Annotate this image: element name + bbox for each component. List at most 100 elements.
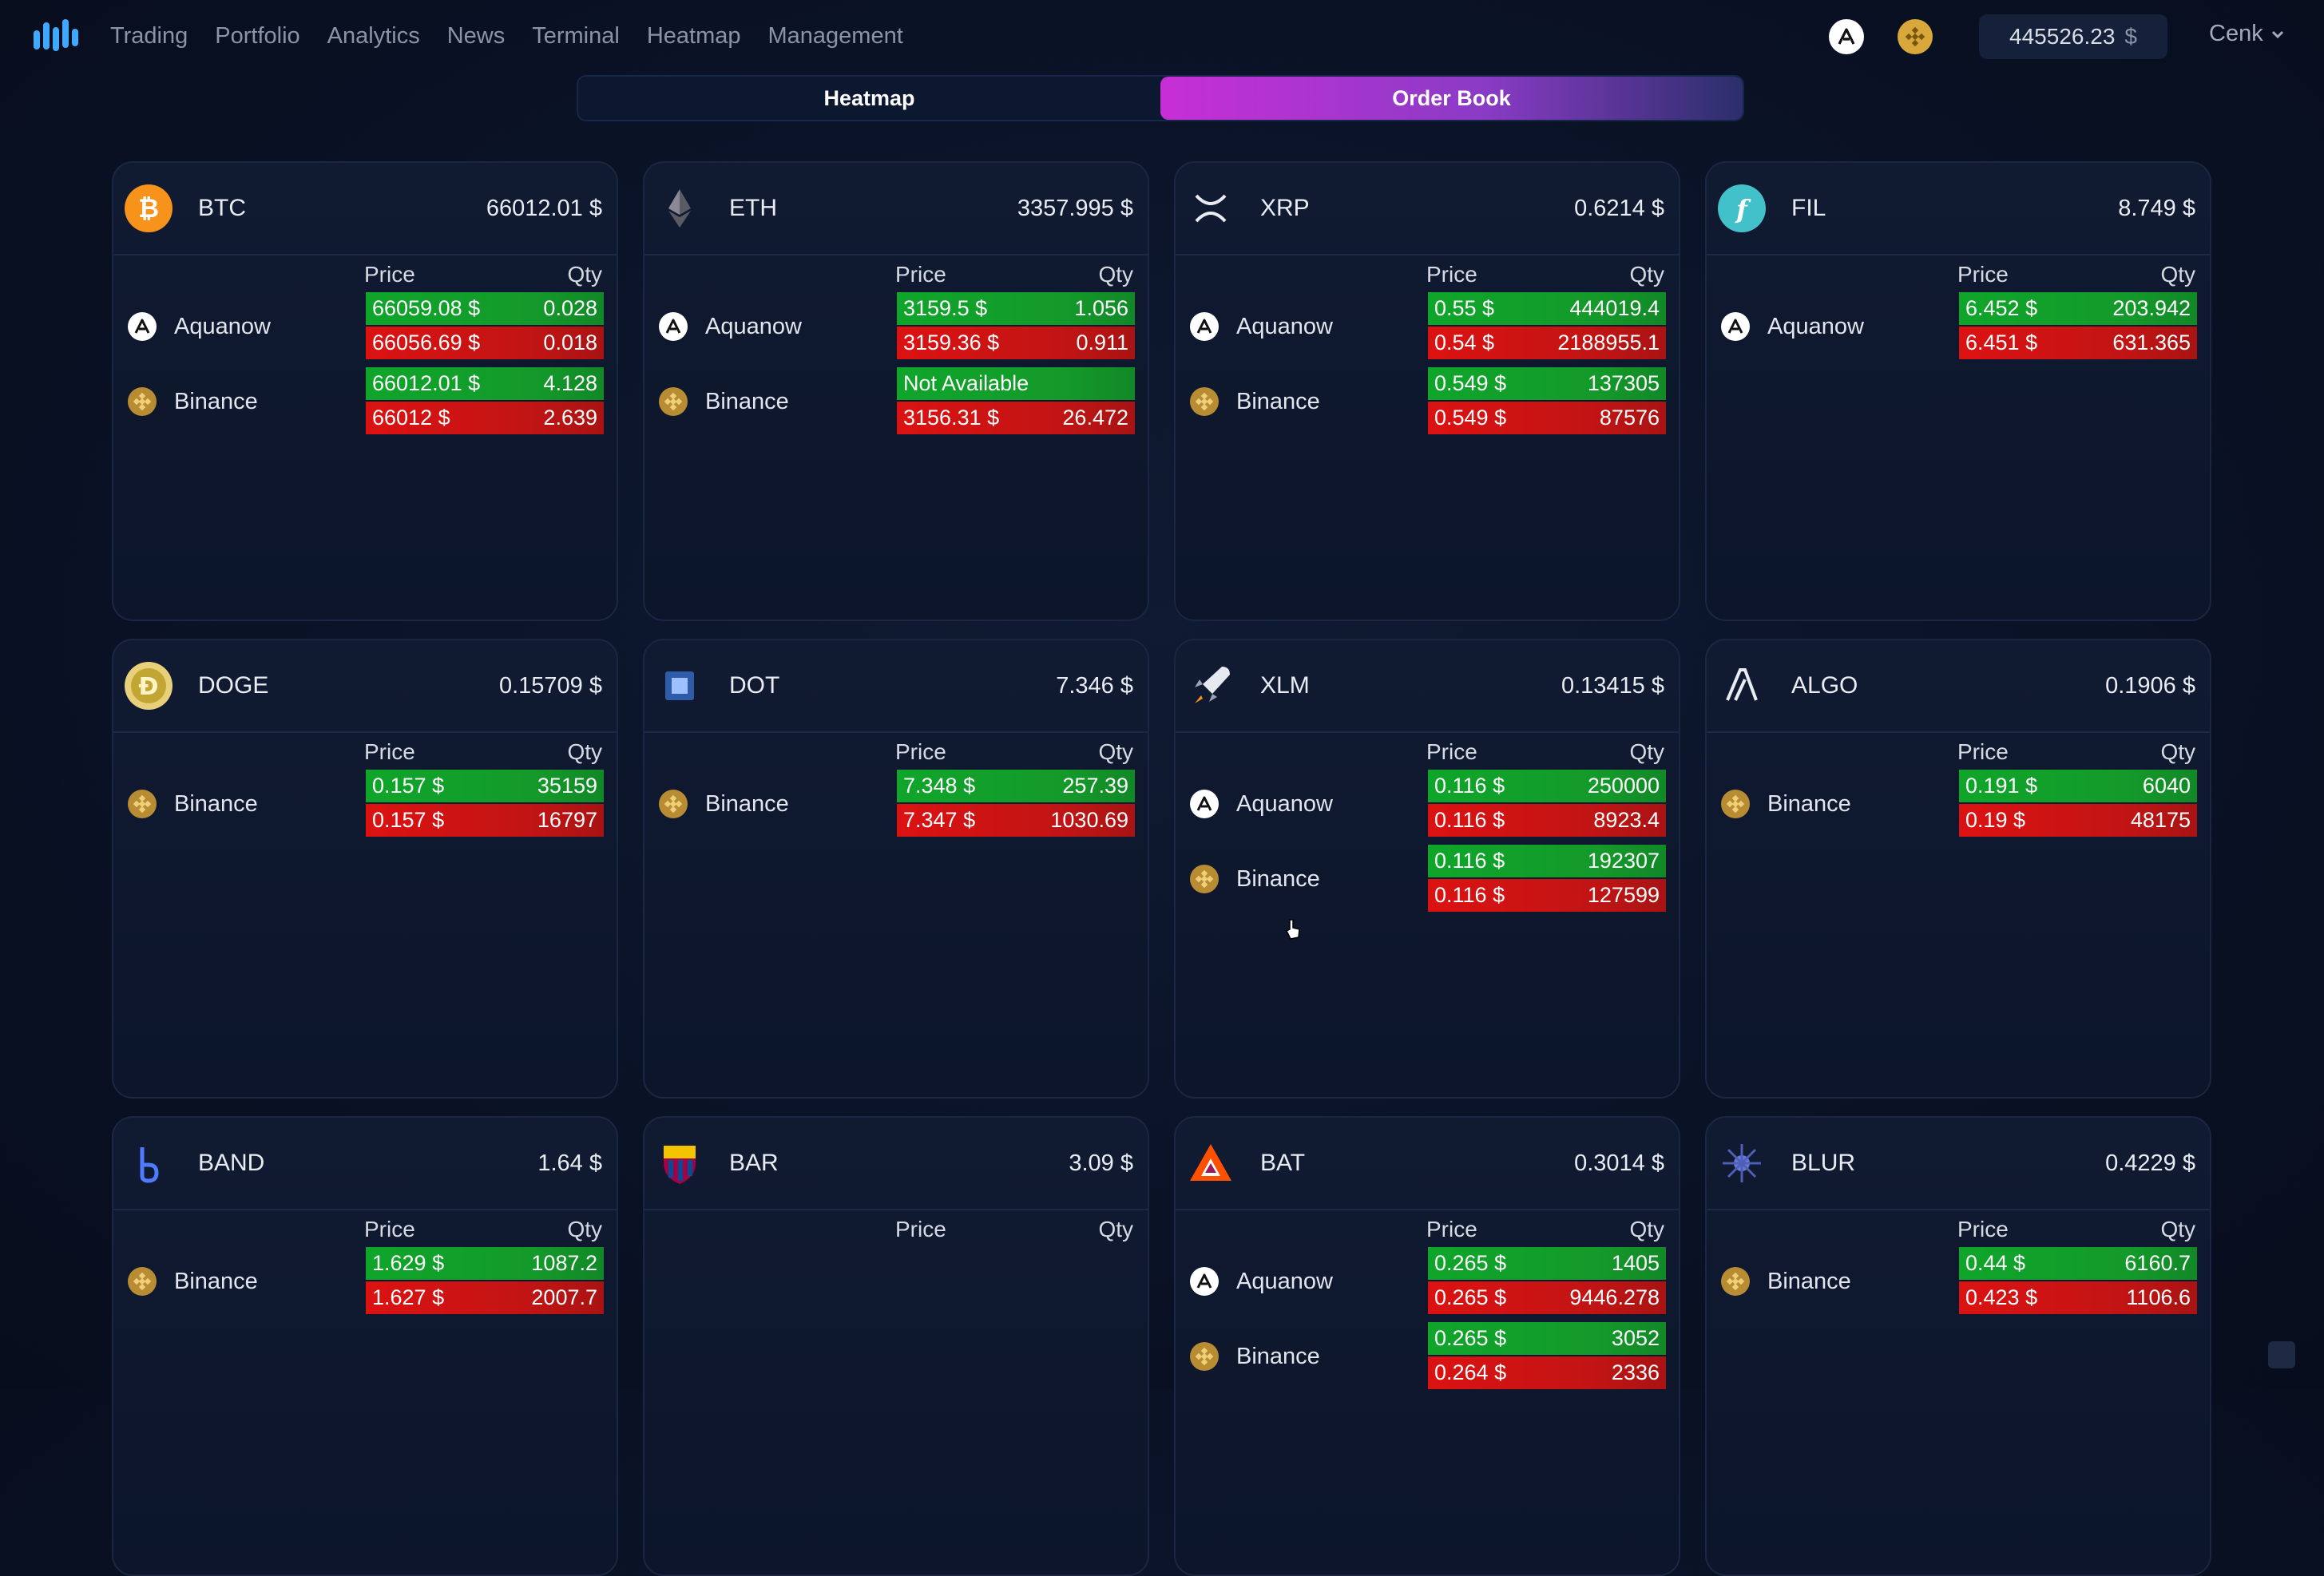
coin-card-fil[interactable]: f FIL 8.749 $ Price Qty Aquanow 6.452 $ 203.942… bbox=[1705, 161, 2211, 621]
price-column-header: Price bbox=[895, 1217, 946, 1241]
user-menu[interactable]: Cenk bbox=[2209, 21, 2284, 47]
bid-quote[interactable]: 3159.5 $ 1.056 bbox=[897, 292, 1135, 325]
svg-text:₿: ₿ bbox=[138, 193, 159, 224]
nav-terminal[interactable]: Terminal bbox=[532, 22, 620, 49]
quotes: 0.265 $ 1405 0.265 $ 9446.278 bbox=[1428, 1245, 1666, 1317]
bid-quote[interactable]: 66012.01 $ 4.128 bbox=[366, 367, 604, 400]
tab-heatmap[interactable]: Heatmap bbox=[823, 85, 915, 110]
coin-card-xlm[interactable]: XLM 0.13415 $ Price Qty Aquanow 0.116 $ 250000… bbox=[1174, 639, 1680, 1099]
coin-card-dot[interactable]: DOT 7.346 $ Price Qty Binance 7.348 $257.39 7.… bbox=[643, 639, 1149, 1099]
coin-card-band[interactable]: BAND 1.64 $ Price Qty Binance 1.629 $1087.2 1.… bbox=[112, 1116, 618, 1576]
exchange-row-binance: Binance 0.265 $ 3052 0.264 $ 2336 bbox=[1176, 1321, 1679, 1392]
price-column-header: Price bbox=[895, 262, 946, 287]
bid-quote[interactable]: 0.549 $ 137305 bbox=[1428, 367, 1666, 400]
ask-quote[interactable]: 0.264 $ 2336 bbox=[1428, 1356, 1666, 1389]
exchange-name: Binance bbox=[1767, 790, 1851, 817]
exchange-name: Binance bbox=[1236, 388, 1320, 414]
coin-card-bat[interactable]: BAT 0.3014 $ Price Qty Aquanow 0.265 $1405 0.2… bbox=[1174, 1116, 1680, 1576]
quotes: 0.116 $ 192307 0.116 $ 127599 bbox=[1428, 843, 1666, 915]
bid-qty: 257.39 bbox=[1062, 774, 1128, 798]
ask-quote[interactable]: 0.423 $ 1106.6 bbox=[1959, 1281, 2197, 1314]
coin-card-header: BAR 3.09 $ bbox=[644, 1118, 1148, 1210]
coin-price: 0.1906 $ bbox=[2105, 672, 2195, 699]
tab-order-book[interactable]: Order Book bbox=[1160, 77, 1743, 120]
qty-column-header: Qty bbox=[567, 739, 602, 764]
exchange-row-binance: Binance 0.191 $ 6040 0.19 $ 48175 bbox=[1707, 768, 2210, 840]
coin-card-xrp[interactable]: XRP 0.6214 $ Price Qty Aquanow 0.55 $ 444019.4… bbox=[1174, 161, 1680, 621]
bid-qty: 0.028 bbox=[543, 296, 597, 320]
coin-price: 0.15709 $ bbox=[498, 672, 602, 699]
bid-quote[interactable]: 7.348 $ 257.39 bbox=[897, 770, 1135, 802]
coin-card-btc[interactable]: ₿ BTC 66012.01 $ Price Qty Aquanow 66059.08 $ 0… bbox=[112, 161, 618, 621]
exchange-row-binance: Binance 7.348 $ 257.39 7.347 $ 1030.69 bbox=[644, 768, 1148, 840]
ask-price: 0.157 $ bbox=[372, 808, 445, 832]
ask-quote[interactable]: 0.265 $ 9446.278 bbox=[1428, 1281, 1666, 1314]
bid-quote[interactable]: 0.55 $ 444019.4 bbox=[1428, 292, 1666, 325]
coin-card-eth[interactable]: ETH 3357.995 $ Price Qty Aquanow 3159.5 $ 1.05… bbox=[643, 161, 1149, 621]
ask-quote[interactable]: 7.347 $ 1030.69 bbox=[897, 804, 1135, 837]
ask-quote[interactable]: 66056.69 $ 0.018 bbox=[366, 327, 604, 359]
order-book-header: Price Qty bbox=[1707, 1210, 2210, 1245]
nav-trading[interactable]: Trading bbox=[110, 22, 188, 49]
ask-qty: 8923.4 bbox=[1593, 808, 1660, 832]
account-balance[interactable]: 445526.23 $ bbox=[1979, 14, 2167, 59]
bid-quote[interactable]: 0.265 $ 3052 bbox=[1428, 1322, 1666, 1355]
bid-quote[interactable]: 0.157 $ 35159 bbox=[366, 770, 604, 802]
coin-card-doge[interactable]: Ð DOGE 0.15709 $ Price Qty Binance 0.157 $ 3515… bbox=[112, 639, 618, 1099]
ask-quote[interactable]: 66012 $ 2.639 bbox=[366, 402, 604, 434]
ask-qty: 2007.7 bbox=[531, 1285, 597, 1309]
exchange-name: Binance bbox=[1236, 1343, 1320, 1369]
price-column-header: Price bbox=[1426, 1217, 1477, 1241]
bid-quote[interactable]: 0.44 $ 6160.7 bbox=[1959, 1247, 2197, 1280]
coin-symbol: DOT bbox=[729, 672, 780, 699]
bid-quote[interactable]: 1.629 $ 1087.2 bbox=[366, 1247, 604, 1280]
ask-quote[interactable]: 0.116 $ 127599 bbox=[1428, 879, 1666, 912]
order-book-header: Price Qty bbox=[113, 733, 617, 768]
ask-quote[interactable]: 1.627 $ 2007.7 bbox=[366, 1281, 604, 1314]
coin-symbol: BAT bbox=[1260, 1150, 1306, 1176]
nav-analytics[interactable]: Analytics bbox=[327, 22, 420, 49]
bid-quote[interactable]: 0.191 $ 6040 bbox=[1959, 770, 2197, 802]
nav-news[interactable]: News bbox=[446, 22, 506, 49]
order-book-header: Price Qty bbox=[644, 255, 1148, 291]
exchange-row-binance: Binance 1.629 $ 1087.2 1.627 $ 2007.7 bbox=[113, 1245, 617, 1317]
bid-qty: 1087.2 bbox=[531, 1251, 597, 1275]
bid-price: 1.629 $ bbox=[372, 1251, 445, 1275]
exchange-row-binance: Binance Not Available 3156.31 $ 26.472 bbox=[644, 366, 1148, 438]
ask-quote[interactable]: 3156.31 $ 26.472 bbox=[897, 402, 1135, 434]
bid-quote[interactable]: Not Available bbox=[897, 367, 1135, 400]
aquanow-exchange-icon[interactable] bbox=[1829, 19, 1864, 54]
binance-icon bbox=[128, 387, 157, 416]
bid-price: 0.44 $ bbox=[1965, 1251, 2026, 1275]
ask-quote[interactable]: 6.451 $ 631.365 bbox=[1959, 327, 2197, 359]
qty-column-header: Qty bbox=[1629, 262, 1664, 287]
coin-card-header: XRP 0.6214 $ bbox=[1176, 163, 1679, 255]
quotes: 1.629 $ 1087.2 1.627 $ 2007.7 bbox=[366, 1245, 604, 1317]
bid-quote[interactable]: 6.452 $ 203.942 bbox=[1959, 292, 2197, 325]
ask-quote[interactable]: 0.549 $ 87576 bbox=[1428, 402, 1666, 434]
app-logo-icon[interactable] bbox=[32, 18, 80, 54]
coin-price: 0.6214 $ bbox=[1574, 195, 1664, 221]
ask-quote[interactable]: 0.19 $ 48175 bbox=[1959, 804, 2197, 837]
ask-quote[interactable]: 3159.36 $ 0.911 bbox=[897, 327, 1135, 359]
nav-management[interactable]: Management bbox=[767, 22, 903, 49]
quotes: 7.348 $ 257.39 7.347 $ 1030.69 bbox=[897, 768, 1135, 840]
band-icon bbox=[125, 1139, 173, 1187]
coin-card-blur[interactable]: BLUR 0.4229 $ Price Qty Binance 0.44 $6160.7 0… bbox=[1705, 1116, 2211, 1576]
coin-card-algo[interactable]: ALGO 0.1906 $ Price Qty Binance 0.191 $6040 0.… bbox=[1705, 639, 2211, 1099]
bid-quote[interactable]: 0.265 $ 1405 bbox=[1428, 1247, 1666, 1280]
ask-quote[interactable]: 0.54 $ 2188955.1 bbox=[1428, 327, 1666, 359]
ask-quote[interactable]: 0.116 $ 8923.4 bbox=[1428, 804, 1666, 837]
ask-quote[interactable]: 0.157 $ 16797 bbox=[366, 804, 604, 837]
qty-column-header: Qty bbox=[567, 1217, 602, 1241]
ask-price: 3159.36 $ bbox=[903, 331, 1000, 354]
binance-exchange-icon[interactable] bbox=[1898, 19, 1933, 54]
screen-capture-icon[interactable] bbox=[2268, 1341, 2295, 1368]
bid-quote[interactable]: 0.116 $ 192307 bbox=[1428, 845, 1666, 877]
bid-qty: 6160.7 bbox=[2124, 1251, 2191, 1275]
nav-heatmap[interactable]: Heatmap bbox=[646, 22, 741, 49]
nav-portfolio[interactable]: Portfolio bbox=[215, 22, 300, 49]
bid-quote[interactable]: 66059.08 $ 0.028 bbox=[366, 292, 604, 325]
coin-card-bar[interactable]: BAR 3.09 $ Price Qty bbox=[643, 1116, 1149, 1576]
bid-quote[interactable]: 0.116 $ 250000 bbox=[1428, 770, 1666, 802]
